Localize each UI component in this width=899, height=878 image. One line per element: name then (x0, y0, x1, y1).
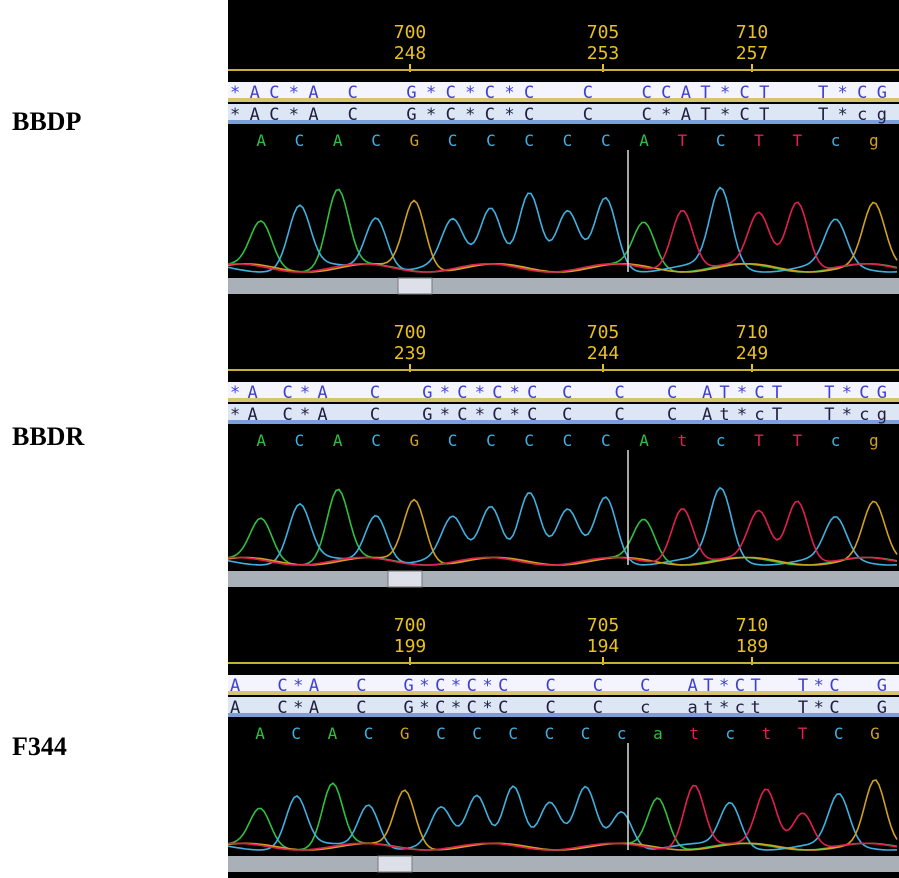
scroll-thumb (377, 855, 413, 873)
base-call: C (448, 131, 458, 150)
base-call: C (364, 724, 374, 743)
ruler-bottom: 249 (736, 343, 769, 364)
base-call: C (448, 431, 458, 450)
ruler-bottom: 257 (736, 43, 769, 64)
sequence-row-underline (228, 398, 899, 402)
ruler-top: 710 (736, 322, 769, 343)
trace (227, 784, 898, 851)
scroll-thumb (397, 277, 433, 295)
sequence-row-bg (228, 104, 899, 124)
base-call: C (291, 724, 301, 743)
scroll-thumb (387, 570, 423, 588)
base-call: t (678, 431, 688, 450)
sequence-row-bg (228, 382, 899, 402)
base-call: c (725, 724, 735, 743)
base-call: c (831, 131, 841, 150)
base-call: C (834, 724, 844, 743)
ruler-bottom: 248 (394, 43, 427, 64)
base-call: A (255, 724, 265, 743)
sequence-row-bg (228, 404, 899, 424)
base-call: C (371, 131, 381, 150)
sequence-row-underline (228, 120, 899, 124)
base-call: C (524, 131, 534, 150)
sequence-row-underline (228, 98, 899, 102)
base-call: C (486, 131, 496, 150)
base-call: t (689, 724, 699, 743)
base-call: C (486, 431, 496, 450)
ruler-bottom: 244 (587, 343, 620, 364)
ruler-bottom: 239 (394, 343, 427, 364)
trace (227, 201, 898, 273)
base-call: A (639, 431, 649, 450)
sequence-row-bg (228, 675, 899, 695)
base-call: G (410, 131, 420, 150)
base-call: T (678, 131, 688, 150)
base-call: C (508, 724, 518, 743)
ruler-top: 710 (736, 22, 769, 43)
base-call: g (869, 431, 879, 450)
base-call: C (524, 431, 534, 450)
base-call: C (545, 724, 555, 743)
base-call: C (581, 724, 591, 743)
base-call: C (563, 131, 573, 150)
base-call: A (333, 431, 343, 450)
sample-label: BBDP (12, 107, 81, 136)
base-call: C (295, 431, 305, 450)
base-call: T (792, 431, 802, 450)
ruler-top: 700 (394, 615, 427, 636)
base-call: A (256, 431, 266, 450)
ruler-top: 700 (394, 322, 427, 343)
base-call: c (831, 431, 841, 450)
scrollbar (228, 571, 899, 587)
ruler-top: 705 (587, 22, 620, 43)
ruler-bottom: 199 (394, 636, 427, 657)
base-call: A (333, 131, 343, 150)
scrollbar (228, 278, 899, 294)
base-call: T (798, 724, 808, 743)
sequence-row-underline (228, 713, 899, 717)
base-call: C (371, 431, 381, 450)
base-call: g (869, 131, 879, 150)
base-call: A (328, 724, 338, 743)
panel-bg (228, 0, 899, 300)
sequence-row-bg (228, 697, 899, 717)
base-call: C (563, 431, 573, 450)
base-call: T (792, 131, 802, 150)
ruler-top: 705 (587, 322, 620, 343)
ruler-bottom: 194 (587, 636, 620, 657)
base-call: C (472, 724, 482, 743)
base-call: C (716, 131, 726, 150)
base-call: C (601, 431, 611, 450)
base-call: A (256, 131, 266, 150)
base-call: C (601, 131, 611, 150)
panel-bg (228, 300, 899, 593)
base-call: T (754, 431, 764, 450)
base-call: A (639, 131, 649, 150)
base-call: G (410, 431, 420, 450)
base-call: T (754, 131, 764, 150)
base-call: C (295, 131, 305, 150)
ruler-bottom: 189 (736, 636, 769, 657)
ruler-top: 700 (394, 22, 427, 43)
sequence-row-underline (228, 691, 899, 695)
sample-label: F344 (12, 732, 67, 761)
base-call: a (653, 724, 663, 743)
scrollbar (228, 856, 899, 872)
ruler-top: 710 (736, 615, 769, 636)
sample-label: BBDR (12, 422, 84, 451)
base-call: C (436, 724, 446, 743)
ruler-bottom: 253 (587, 43, 620, 64)
sequence-row-bg (228, 82, 899, 102)
ruler-top: 705 (587, 615, 620, 636)
base-call: G (400, 724, 410, 743)
base-call: c (716, 431, 726, 450)
trace (227, 500, 898, 566)
base-call: t (762, 724, 772, 743)
base-call: c (617, 724, 627, 743)
sequence-row-underline (228, 420, 899, 424)
base-call: G (870, 724, 880, 743)
